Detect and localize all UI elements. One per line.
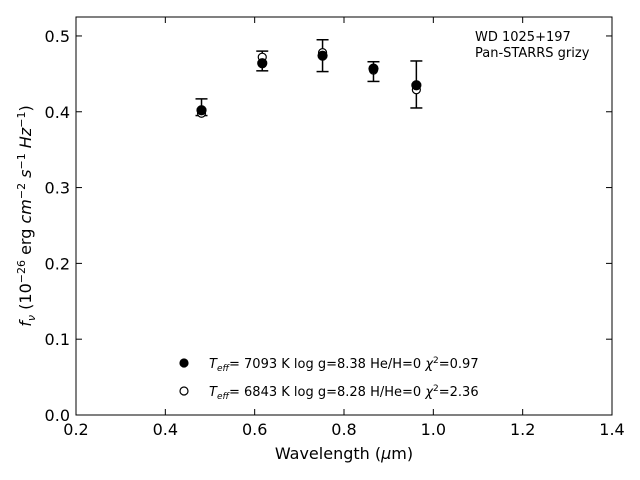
- legend-entry: Teff= 6843 K log g=8.28 H/He=0 χ2=2.36: [179, 384, 479, 402]
- y-tick-label: 0.4: [45, 103, 70, 122]
- plot-frame: [75, 16, 613, 416]
- filled-marker: [317, 50, 328, 61]
- data-markers: [196, 48, 422, 118]
- plot-area: 0.2 0.4 0.6 0.8 1.0 1.2 1.4 0.0 0.1 0.2 0.3 0.4 0.5: [45, 16, 625, 439]
- filled-marker: [257, 58, 268, 69]
- x-axis-label: Wavelength (μm): [275, 444, 413, 463]
- x-tick-label: 1.0: [421, 420, 446, 439]
- x-tick-label: 0.2: [63, 420, 88, 439]
- y-tick-label: 0.2: [45, 254, 70, 273]
- annotation-line-1: WD 1025+197: [475, 30, 571, 45]
- y-tick-label: 0.5: [45, 27, 70, 46]
- legend-label: Teff= 7093 K log g=8.38 He/H=0 χ2=0.97: [209, 356, 479, 374]
- x-axis: 0.2 0.4 0.6 0.8 1.0 1.2 1.4: [63, 17, 625, 439]
- y-axis-label: fν (10−26 erg cm−2 s−1 Hz−1): [15, 105, 38, 326]
- filled-marker: [368, 63, 379, 74]
- y-axis: 0.0 0.1 0.2 0.3 0.4 0.5: [45, 27, 612, 425]
- x-tick-label: 1.2: [510, 420, 535, 439]
- x-tick-label: 1.4: [599, 420, 624, 439]
- x-tick-label: 0.4: [153, 420, 178, 439]
- legend-filled-marker: [179, 358, 189, 368]
- annotation-line-2: Pan-STARRS grizy: [475, 46, 590, 61]
- legend-open-marker: [179, 386, 189, 396]
- x-tick-label: 0.8: [331, 420, 356, 439]
- filled-marker: [196, 105, 207, 116]
- legend-label: Teff= 6843 K log g=8.28 H/He=0 χ2=2.36: [209, 384, 479, 402]
- legend-entry: Teff= 7093 K log g=8.38 He/H=0 χ2=0.97: [179, 356, 479, 374]
- y-tick-label: 0.1: [45, 330, 70, 349]
- error-bars: [195, 38, 423, 117]
- y-tick-label: 0.0: [45, 406, 70, 425]
- legend: Teff= 7093 K log g=8.38 He/H=0 χ2=0.97 Te…: [179, 356, 479, 402]
- filled-marker: [411, 80, 422, 91]
- x-tick-label: 0.6: [242, 420, 267, 439]
- y-tick-label: 0.3: [45, 179, 70, 198]
